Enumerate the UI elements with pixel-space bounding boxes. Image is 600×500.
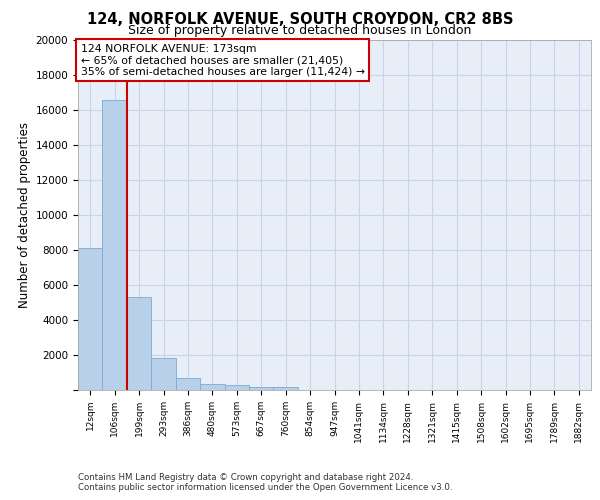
Text: Contains HM Land Registry data © Crown copyright and database right 2024.: Contains HM Land Registry data © Crown c…: [78, 472, 413, 482]
Bar: [200, 384, 224, 390]
Bar: [224, 386, 249, 390]
Bar: [249, 386, 274, 390]
Bar: [274, 388, 298, 390]
Text: Size of property relative to detached houses in London: Size of property relative to detached ho…: [128, 24, 472, 37]
Bar: [127, 297, 151, 390]
Y-axis label: Number of detached properties: Number of detached properties: [19, 122, 31, 308]
Bar: [151, 358, 176, 390]
Bar: [78, 248, 103, 390]
Text: 124, NORFOLK AVENUE, SOUTH CROYDON, CR2 8BS: 124, NORFOLK AVENUE, SOUTH CROYDON, CR2 …: [87, 12, 513, 28]
Text: Contains public sector information licensed under the Open Government Licence v3: Contains public sector information licen…: [78, 482, 452, 492]
Bar: [176, 378, 200, 390]
Text: 124 NORFOLK AVENUE: 173sqm
← 65% of detached houses are smaller (21,405)
35% of : 124 NORFOLK AVENUE: 173sqm ← 65% of deta…: [80, 44, 365, 76]
Bar: [103, 100, 127, 390]
